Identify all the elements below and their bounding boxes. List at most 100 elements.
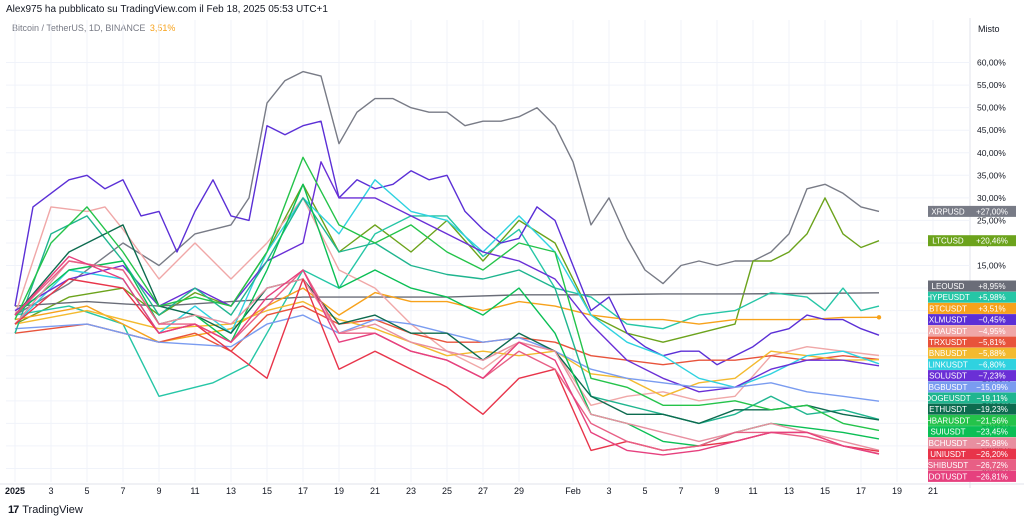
btc-last-point <box>876 315 882 320</box>
y-tick-label: 40,00% <box>977 148 1006 158</box>
series-label-xlmusdt[interactable]: XLMUSDT −0,45% <box>928 314 1016 326</box>
series-label-value: +20,46% <box>976 237 1008 246</box>
series-label-value-bg <box>968 325 1016 337</box>
series-label-ltcusd[interactable]: LTCUSD +20,46% <box>928 235 1016 247</box>
series-label-value-bg <box>968 370 1016 382</box>
y-tick-label: 25,00% <box>977 215 1006 225</box>
series-label-value: −26,81% <box>976 472 1008 481</box>
series-label-name-bg <box>928 437 968 449</box>
x-tick-label: 21 <box>928 486 938 496</box>
series-label-uniusdt[interactable]: UNIUSDT −26,20% <box>928 448 1016 460</box>
series-label-value-bg <box>968 205 1016 217</box>
series-label-linkusdt[interactable]: LINKUSDT −6,80% <box>928 358 1016 370</box>
series-label-name-bg <box>928 302 968 314</box>
series-label-hbarusdt[interactable]: HBARUSDT −21,56% <box>926 414 1016 426</box>
series-label-value-bg <box>968 470 1016 482</box>
series-label-hypeusdt[interactable]: HYPEUSDT +5,98% <box>926 291 1016 303</box>
tradingview-brand[interactable]: 17 TradingView <box>8 504 83 516</box>
series-label-value: −7,23% <box>978 372 1005 381</box>
series-label-value-bg <box>968 403 1016 415</box>
series-label-adausdt[interactable]: ADAUSDT −4,95% <box>928 325 1016 337</box>
series-label-name: LEOUSD <box>932 282 965 291</box>
series-label-dogeusdt[interactable]: DOGEUSDT −19,11% <box>925 392 1016 404</box>
series-label-name-bg <box>928 235 968 247</box>
publish-info: Alex975 ha pubblicato su TradingView.com… <box>6 4 328 15</box>
x-tick-label: 3 <box>606 486 611 496</box>
symbol-legend[interactable]: Bitcoin / TetherUS, 1D, BINANCE 3,51% <box>12 23 175 33</box>
series-label-name-bg <box>928 459 968 471</box>
series-label-name-bg <box>928 392 968 404</box>
series-label-value: +5,98% <box>978 293 1005 302</box>
series-label-suiusdt[interactable]: SUIUSDT −23,45% <box>928 426 1016 438</box>
series-label-trxusdt[interactable]: TRXUSDT −5,81% <box>928 336 1016 348</box>
series-label-bchusdt[interactable]: BCHUSDT −25,98% <box>928 437 1016 449</box>
series-label-value-bg <box>968 291 1016 303</box>
series-label-bnbusdt[interactable]: BNBUSDT −5,88% <box>928 347 1016 359</box>
series-label-dotusdt[interactable]: DOTUSDT −26,81% <box>928 470 1016 482</box>
series-label-name: BNBUSDT <box>929 349 967 358</box>
series-label-name: DOGEUSDT <box>925 394 970 403</box>
series-label-name: TRXUSDT <box>929 338 967 347</box>
series-label-value: −5,88% <box>978 349 1005 358</box>
series-line-bnbusdt <box>14 300 880 397</box>
series-label-value-bg <box>968 448 1016 460</box>
series-label-name: UNIUSDT <box>930 450 966 459</box>
y-tick-label: 45,00% <box>977 125 1006 135</box>
series-label-ethusdt[interactable]: ETHUSDT −19,23% <box>928 403 1016 415</box>
series-label-value: −5,81% <box>978 338 1005 347</box>
series-label-name: HBARUSDT <box>926 416 970 425</box>
series-label-name-bg <box>928 280 968 292</box>
series-label-name-bg <box>928 403 968 415</box>
series-label-value: −0,45% <box>978 316 1005 325</box>
series-label-solusdt[interactable]: SOLUSDT −7,23% <box>928 370 1016 382</box>
series-label-value: −19,23% <box>976 405 1008 414</box>
series-label-name-bg <box>928 325 968 337</box>
x-tick-label: 15 <box>262 486 272 496</box>
series-line-bchusdt <box>14 260 880 451</box>
y-tick-label: 15,00% <box>977 261 1006 271</box>
x-tick-label: 3 <box>48 486 53 496</box>
series-label-shibusdt[interactable]: SHIBUSDT −26,72% <box>928 459 1016 471</box>
series-label-name-bg <box>928 448 968 460</box>
tradingview-logo-icon: 17 <box>8 504 19 516</box>
series-label-name-bg <box>928 291 968 303</box>
y-tick-label: 35,00% <box>977 170 1006 180</box>
series-label-value: −25,98% <box>976 439 1008 448</box>
series-label-name: ADAUSDT <box>929 327 967 336</box>
series-label-value-bg <box>968 302 1016 314</box>
series-line-dogeusdt <box>14 197 880 425</box>
series-label-value: +8,95% <box>978 282 1005 291</box>
x-tick-label: 25 <box>442 486 452 496</box>
series-label-leousd[interactable]: LEOUSD +8,95% <box>928 280 1016 292</box>
series-label-value-bg <box>968 437 1016 449</box>
x-tick-label: 9 <box>714 486 719 496</box>
x-tick-label: 2025 <box>5 486 25 496</box>
x-tick-label: 17 <box>856 486 866 496</box>
x-tick-label: 21 <box>370 486 380 496</box>
series-label-xrpusd[interactable]: XRPUSD +27,00% <box>928 205 1016 217</box>
symbol-change: 3,51% <box>149 23 176 33</box>
series-label-name: SUIUSDT <box>930 428 965 437</box>
brand-label: TradingView <box>22 504 83 516</box>
x-tick-label: 5 <box>642 486 647 496</box>
series-label-value: −21,56% <box>976 416 1008 425</box>
series-line-xlmusdt <box>14 120 880 366</box>
series-label-value-bg <box>968 414 1016 426</box>
x-tick-label: Feb <box>565 486 581 496</box>
series-label-name: XLMUSDT <box>929 316 967 325</box>
series-label-name-bg <box>928 470 968 482</box>
series-label-btcusdt[interactable]: BTCUSDT +3,51% <box>928 302 1016 314</box>
series-label-name: ETHUSDT <box>929 405 967 414</box>
series-line-ltcusd <box>14 183 880 343</box>
x-tick-label: 9 <box>156 486 161 496</box>
series-label-name: SHIBUSDT <box>928 461 969 470</box>
series-label-name: BGBUSDT <box>929 383 968 392</box>
series-label-bgbusdt[interactable]: BGBUSDT −15,09% <box>928 381 1016 393</box>
series-label-value-bg <box>968 358 1016 370</box>
symbol-name: Bitcoin / TetherUS, 1D, BINANCE <box>12 23 146 33</box>
x-tick-label: 5 <box>84 486 89 496</box>
series-label-name: BCHUSDT <box>929 439 968 448</box>
series-label-name-bg <box>928 414 968 426</box>
series-label-name: DOTUSDT <box>929 472 968 481</box>
